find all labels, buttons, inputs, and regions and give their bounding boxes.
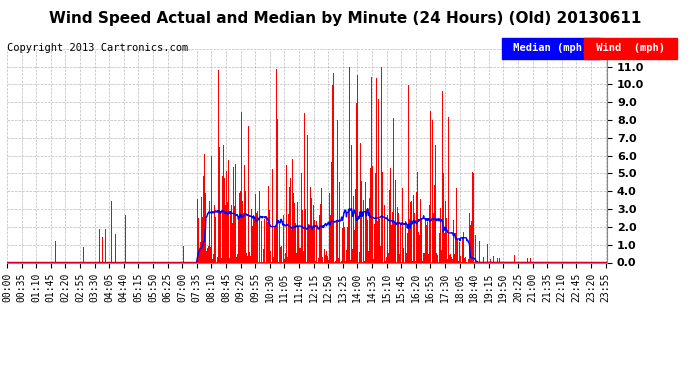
Text: Median (mph): Median (mph) [507, 43, 595, 53]
Text: Wind  (mph): Wind (mph) [590, 43, 671, 53]
Text: Copyright 2013 Cartronics.com: Copyright 2013 Cartronics.com [7, 43, 188, 53]
Text: Wind Speed Actual and Median by Minute (24 Hours) (Old) 20130611: Wind Speed Actual and Median by Minute (… [49, 11, 641, 26]
